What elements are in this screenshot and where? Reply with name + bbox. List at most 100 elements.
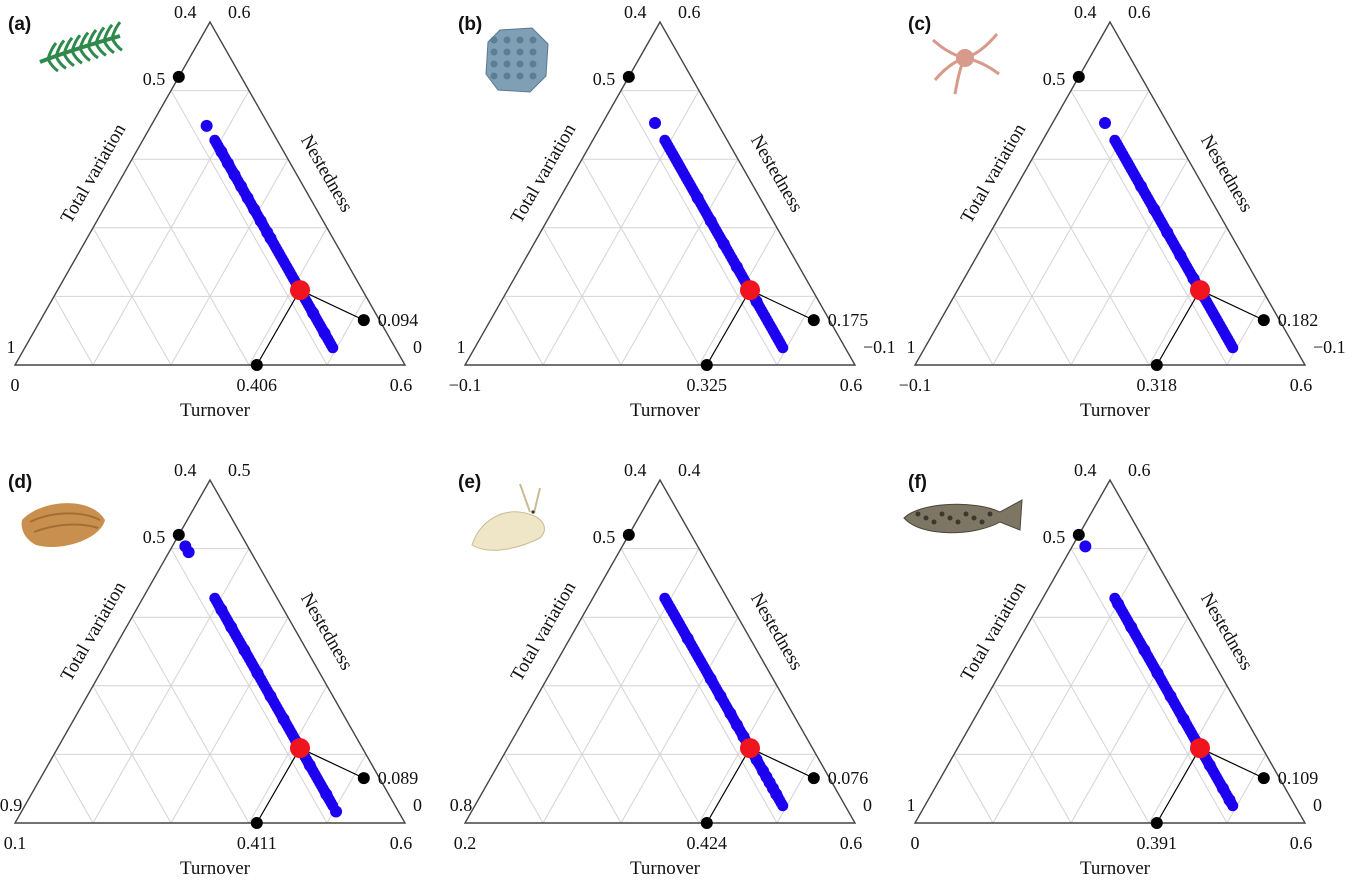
grid-line bbox=[326, 296, 367, 366]
grid-line bbox=[170, 90, 328, 366]
centroid-turnover-label: 0.424 bbox=[687, 833, 728, 853]
grid-line bbox=[1070, 548, 1228, 824]
turnover-marker bbox=[1150, 817, 1163, 829]
corner-label-right: −0.1 bbox=[1313, 337, 1346, 357]
turnover-marker bbox=[250, 359, 263, 371]
total-variation-marker bbox=[1072, 70, 1085, 83]
axis-name-turnover: Turnover bbox=[180, 858, 251, 879]
corner-label-left: 1 bbox=[907, 795, 916, 815]
axis-name-total-variation: Total variation bbox=[957, 578, 1031, 685]
total-variation-mark-label: 0.5 bbox=[143, 527, 166, 547]
corner-label-bottom-right: 0.6 bbox=[390, 833, 413, 853]
seaweed-icon bbox=[39, 21, 123, 73]
turnover-projection bbox=[256, 289, 301, 366]
corner-label-bottom-left: −0.1 bbox=[899, 375, 932, 395]
grid-line bbox=[1226, 296, 1267, 366]
grid-line bbox=[1070, 158, 1189, 366]
axis-name-turnover: Turnover bbox=[1080, 858, 1151, 879]
data-point bbox=[182, 546, 195, 559]
total-variation-mark-label: 0.5 bbox=[143, 69, 166, 89]
grid-line bbox=[620, 616, 739, 824]
data-point bbox=[1227, 342, 1239, 354]
grid-line bbox=[170, 548, 328, 824]
axis-name-turnover: Turnover bbox=[180, 400, 251, 421]
triangle-frame bbox=[13, 478, 407, 824]
total-variation-marker bbox=[622, 70, 635, 83]
corner-label-top-right: 0.5 bbox=[228, 460, 251, 480]
turnover-projection bbox=[706, 289, 751, 366]
grid-line bbox=[581, 158, 700, 366]
centroid-nestedness-label: 0.182 bbox=[1278, 310, 1319, 330]
nestedness-marker bbox=[1257, 772, 1270, 785]
axis-name-turnover: Turnover bbox=[1080, 400, 1151, 421]
centroid-marker bbox=[1190, 280, 1211, 301]
nestedness-projection bbox=[299, 747, 365, 779]
total-variation-mark-label: 0.5 bbox=[593, 527, 616, 547]
total-variation-mark-label: 0.5 bbox=[1043, 69, 1066, 89]
corner-label-top-left: 0.4 bbox=[174, 2, 197, 22]
data-point bbox=[777, 342, 789, 354]
corner-label-bottom-right: 0.6 bbox=[390, 375, 413, 395]
centroid-marker bbox=[290, 738, 311, 759]
panel-label: (f) bbox=[908, 472, 927, 493]
corner-label-bottom-right: 0.6 bbox=[840, 375, 863, 395]
grouper-fish-icon bbox=[903, 499, 1023, 534]
axis-name-nestedness: Nestedness bbox=[1196, 589, 1257, 674]
nestedness-projection bbox=[749, 747, 815, 779]
corner-label-left: 0.8 bbox=[450, 795, 473, 815]
centroid-marker bbox=[740, 280, 761, 301]
corner-label-bottom-left: 0 bbox=[911, 833, 920, 853]
grid-line bbox=[620, 90, 778, 366]
total-variation-marker bbox=[172, 70, 185, 83]
turnover-marker bbox=[700, 817, 713, 829]
turnover-marker bbox=[250, 817, 263, 829]
centroid-nestedness-label: 0.175 bbox=[828, 310, 869, 330]
grid-line bbox=[53, 754, 94, 824]
centroid-marker bbox=[1190, 738, 1211, 759]
grid-line bbox=[53, 296, 94, 366]
bryozoan-icon bbox=[485, 27, 549, 93]
corner-label-top-right: 0.6 bbox=[678, 2, 701, 22]
panel-label: (e) bbox=[458, 472, 481, 493]
axis-name-nestedness: Nestedness bbox=[296, 131, 357, 216]
turnover-projection bbox=[1156, 289, 1201, 366]
axis-name-total-variation: Total variation bbox=[957, 120, 1031, 227]
grid-line bbox=[953, 296, 994, 366]
grid-line bbox=[542, 90, 700, 366]
corner-label-right: 0 bbox=[413, 337, 422, 357]
axis-name-nestedness: Nestedness bbox=[746, 589, 807, 674]
triangle-frame bbox=[463, 478, 857, 824]
panel-label: (d) bbox=[8, 472, 32, 493]
data-point bbox=[1227, 800, 1239, 812]
grid-line bbox=[1226, 754, 1267, 824]
grid-line bbox=[953, 754, 994, 824]
corner-label-bottom-right: 0.6 bbox=[840, 833, 863, 853]
centroid-nestedness-label: 0.094 bbox=[378, 310, 419, 330]
corner-label-left: 1 bbox=[457, 337, 466, 357]
grid-line bbox=[131, 616, 250, 824]
data-point bbox=[649, 116, 662, 129]
grid-line bbox=[992, 548, 1150, 824]
corner-label-bottom-right: 0.6 bbox=[1290, 375, 1313, 395]
axis-name-nestedness: Nestedness bbox=[296, 589, 357, 674]
axis-name-total-variation: Total variation bbox=[507, 120, 581, 227]
corner-label-top-left: 0.4 bbox=[624, 460, 647, 480]
axis-name-total-variation: Total variation bbox=[57, 120, 131, 227]
corner-label-right: 0 bbox=[413, 795, 422, 815]
triangle-frame bbox=[913, 20, 1307, 366]
centroid-turnover-label: 0.411 bbox=[237, 833, 277, 853]
panel-label: (b) bbox=[458, 14, 482, 35]
grid-line bbox=[620, 548, 778, 824]
grid-line bbox=[503, 296, 544, 366]
corner-label-top-right: 0.6 bbox=[228, 2, 251, 22]
data-point bbox=[777, 800, 789, 812]
centroid-turnover-label: 0.325 bbox=[687, 375, 728, 395]
corner-label-top-left: 0.4 bbox=[1074, 2, 1097, 22]
nestedness-marker bbox=[357, 314, 370, 327]
turnover-projection bbox=[706, 747, 751, 824]
grid-line bbox=[170, 158, 289, 366]
total-variation-marker bbox=[622, 528, 635, 541]
